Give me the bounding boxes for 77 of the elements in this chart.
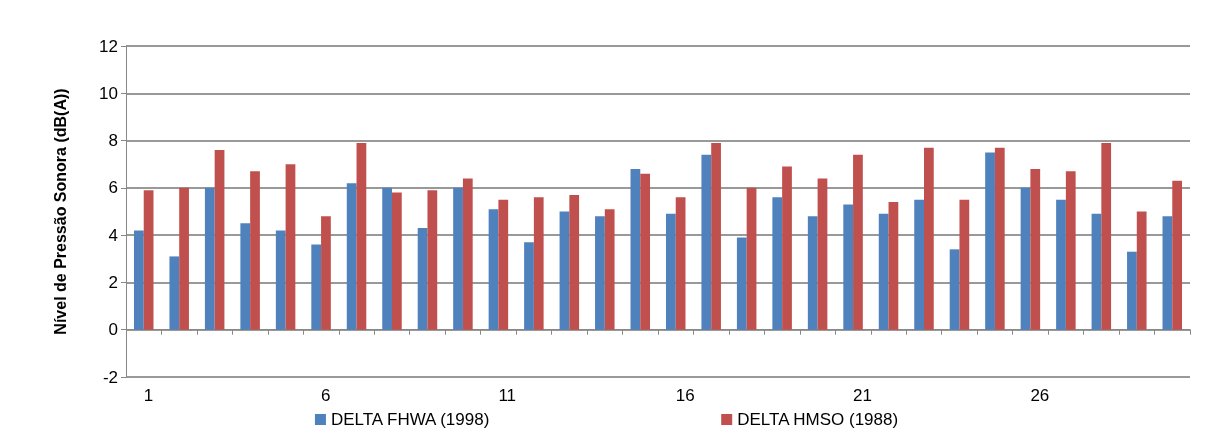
bar [462,178,473,330]
x-tick-label: 6 [321,386,331,405]
y-tick-label: 0 [108,320,118,340]
bar [240,223,251,330]
bar [675,197,686,330]
bar [285,164,296,330]
y-axis-title: Nível de Pressão Sonora (dB(A)) [51,88,69,335]
bar [275,230,286,330]
bar [311,244,322,330]
bar [949,249,960,330]
bar [843,204,854,330]
bar [853,154,863,330]
bar [1030,168,1041,330]
bar [1127,251,1137,330]
bar [1091,213,1102,330]
x-tick-label: 1 [143,386,154,405]
bar [1136,211,1147,330]
bar [878,213,889,330]
bar [321,216,331,330]
bar [924,147,934,330]
bar [179,187,189,330]
bar [630,168,641,330]
y-tick-label: 12 [99,36,118,56]
bar [569,194,580,330]
bar [640,173,651,330]
bar [488,209,499,330]
bar [498,199,509,330]
y-tick-label: 6 [108,178,118,198]
y-tick-label: 4 [108,225,118,245]
x-tick-label: 16 [675,386,695,405]
bar [559,211,570,330]
bar [701,154,712,330]
bar [143,190,154,330]
bar [711,142,721,330]
bar [807,216,818,330]
bar [1020,187,1031,330]
y-tick-label: -2 [102,367,118,387]
bar [959,199,970,330]
bar [250,171,260,330]
legend-label: DELTA FHWA (1998) [330,410,490,429]
bar [888,202,899,330]
y-tick-label: 10 [99,83,118,103]
bar [392,192,402,330]
x-tick-label: 11 [498,386,517,405]
bar [453,187,463,330]
legend-label: DELTA HMSO (1988) [737,410,899,429]
bar [417,228,428,330]
bar [1101,142,1112,330]
bar [356,142,367,330]
bar [1162,216,1173,330]
y-tick-label: 2 [108,272,118,292]
bar [533,197,544,330]
y-tick-label: 8 [108,131,118,151]
bar [1065,171,1076,330]
bar [204,187,215,330]
bar [1056,199,1066,330]
bar [1172,180,1183,330]
bar [595,216,605,330]
bar [427,190,438,330]
bar [382,187,392,330]
bar [169,256,180,330]
x-tick-label: 26 [1030,386,1050,405]
bar [346,183,357,330]
x-tick-label: 21 [853,386,872,405]
bar [772,197,783,330]
bar [994,147,1005,330]
bar [985,152,995,330]
bar [524,242,534,330]
bar [736,237,747,330]
bar [746,187,757,330]
bar [782,166,792,330]
bar [817,178,828,330]
bar [214,150,225,330]
bar [133,230,144,330]
bar [604,209,615,330]
bar [914,199,924,330]
bar [665,213,676,330]
